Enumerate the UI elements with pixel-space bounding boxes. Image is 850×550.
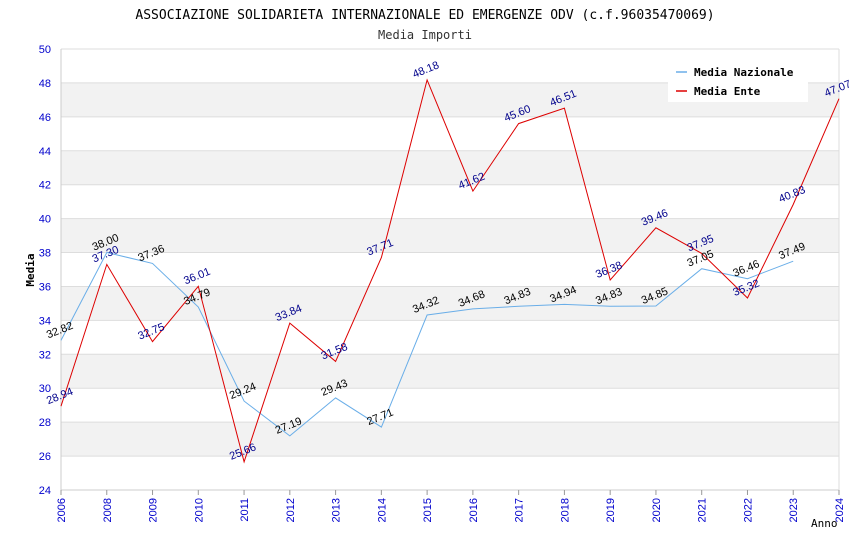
data-labels: 32.8238.0037.3634.7929.2427.1929.4327.71… (45, 59, 850, 462)
grid-band (61, 422, 839, 457)
grid-lines (61, 48, 839, 491)
x-tick-label: 2009 (148, 498, 160, 522)
y-tick-label: 42 (39, 180, 51, 192)
y-tick-label: 32 (39, 349, 51, 361)
chart-subtitle: Media Importi (378, 28, 472, 42)
x-tick-label: 2018 (559, 498, 571, 522)
data-label: 36.46 (731, 258, 761, 279)
data-label: 36.38 (594, 260, 624, 281)
y-tick-label: 36 (39, 281, 51, 293)
x-tick-label: 2022 (742, 498, 754, 522)
x-tick-label: 2023 (788, 498, 800, 522)
x-tick-label: 2010 (193, 498, 205, 522)
series-line-2 (60, 78, 840, 464)
x-tick-label: 2014 (376, 498, 388, 522)
x-tick-label: 2013 (331, 498, 343, 522)
x-tick-label: 2020 (651, 498, 663, 522)
legend-entry: Media Nazionale (694, 66, 794, 79)
x-tick-label: 2006 (56, 498, 68, 522)
y-tick-label: 26 (39, 451, 51, 463)
x-tick-label: 2019 (605, 498, 617, 522)
x-tick-label: 2024 (834, 498, 846, 522)
x-tick-label: 2015 (422, 498, 434, 522)
y-tick-label: 34 (39, 315, 51, 327)
grid-band (61, 354, 839, 389)
grid-band (61, 286, 839, 321)
legend: Media Nazionale Media Ente (668, 58, 808, 102)
y-tick-label: 44 (39, 146, 51, 158)
y-tick-label: 24 (39, 485, 51, 497)
y-tick-label: 46 (39, 112, 51, 124)
legend-box (668, 58, 808, 102)
series-line-1 (60, 251, 794, 437)
x-tick-label: 2021 (697, 498, 709, 522)
y-tick-label: 38 (39, 248, 51, 260)
y-tick-label: 28 (39, 417, 51, 429)
x-tick-label: 2011 (239, 498, 251, 522)
grid-band (61, 218, 839, 253)
grid-band (61, 150, 839, 185)
data-label: 40.83 (777, 184, 807, 205)
chart-title: ASSOCIAZIONE SOLIDARIETA INTERNAZIONALE … (135, 8, 714, 23)
x-tick-label: 2017 (514, 498, 526, 522)
y-tick-label: 30 (39, 383, 51, 395)
y-tick-label: 50 (39, 44, 51, 56)
data-label: 36.01 (182, 266, 212, 287)
x-axis-label: Anno (811, 517, 838, 530)
y-tick-label: 48 (39, 78, 51, 90)
grid-bands (61, 82, 839, 457)
series-lines (60, 78, 840, 464)
x-tick-label: 2012 (285, 498, 297, 522)
y-tick-labels: 24 26 28 30 32 34 36 38 40 42 44 46 48 50 (39, 44, 51, 497)
y-tick-label: 40 (39, 214, 51, 226)
data-label: 48.18 (411, 59, 441, 80)
y-axis-label: Media (24, 253, 37, 286)
x-tick-label: 2016 (468, 498, 480, 522)
x-tick-label: 2008 (102, 498, 114, 522)
axes (60, 49, 840, 491)
x-tick-labels: 2006 2008 2009 2010 2011 2012 2013 2014 2015 2016… (56, 490, 846, 522)
legend-entry: Media Ente (694, 85, 761, 98)
